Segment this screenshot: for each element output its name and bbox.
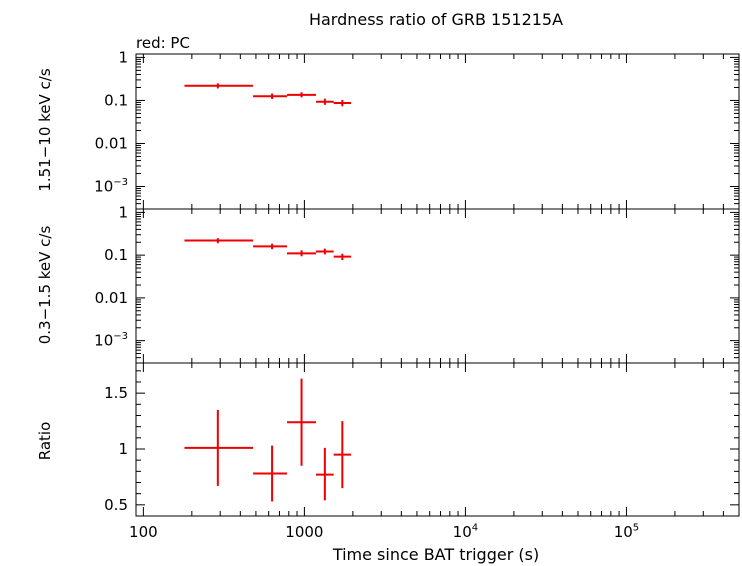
y-tick-label-soft: 10−3	[94, 331, 128, 350]
x-tick-label: 100	[129, 523, 158, 541]
y-tick-label-soft: 1	[118, 203, 128, 221]
data-point-hard-0	[184, 83, 254, 89]
x-tick-label: 1000	[285, 523, 323, 541]
data-point-ratio-4	[333, 421, 352, 489]
panel-soft: 1 0.1 0.01 10−3	[94, 203, 740, 364]
chart-title: Hardness ratio of GRB 151215A	[309, 10, 563, 29]
panel-hard: 1 0.1 0.01 10−3	[94, 48, 740, 210]
x-tick-label: 104	[453, 522, 478, 541]
y-tick-label-ratio: 1.5	[104, 384, 128, 402]
data-point-soft-4	[333, 253, 352, 260]
y-axis-label-hard: 1.51−10 keV c/s	[36, 68, 54, 192]
y-tick-label-hard: 0.1	[104, 91, 128, 109]
data-point-ratio-0	[184, 409, 254, 486]
y-tick-label-soft: 0.1	[104, 246, 128, 264]
data-point-hard-2	[287, 92, 316, 98]
data-point-ratio-1	[253, 445, 288, 502]
y-axis-label-soft: 0.3−1.5 keV c/s	[36, 226, 54, 345]
x-tick-labels: 100 1000 104 105	[129, 522, 639, 541]
data-point-soft-1	[253, 243, 288, 250]
y-axis-label-ratio: Ratio	[36, 422, 54, 461]
legend-label: red: PC	[136, 34, 190, 52]
x-axis-label: Time since BAT trigger (s)	[332, 545, 539, 564]
panel-frame-ratio	[135, 362, 740, 517]
panel-frame-hard	[135, 53, 740, 210]
y-tick-label-ratio: 1	[118, 440, 128, 458]
data-point-ratio-2	[287, 378, 316, 466]
data-point-soft-2	[287, 250, 316, 257]
x-tick-label: 105	[614, 522, 639, 541]
data-point-soft-3	[315, 248, 334, 255]
y-tick-label-hard: 1	[118, 48, 128, 66]
y-tick-label-soft: 0.01	[95, 289, 128, 307]
data-point-ratio-3	[315, 447, 334, 501]
panel-ratio: 0.5 1 1.5	[104, 362, 740, 517]
data-point-soft-0	[184, 238, 254, 244]
data-point-hard-3	[315, 98, 334, 105]
y-tick-label-hard: 10−3	[94, 177, 128, 196]
y-tick-label-ratio: 0.5	[104, 496, 128, 514]
data-point-hard-4	[333, 99, 352, 107]
panel-frame-soft	[135, 208, 740, 364]
y-tick-label-hard: 0.01	[95, 134, 128, 152]
data-point-hard-1	[253, 93, 288, 99]
